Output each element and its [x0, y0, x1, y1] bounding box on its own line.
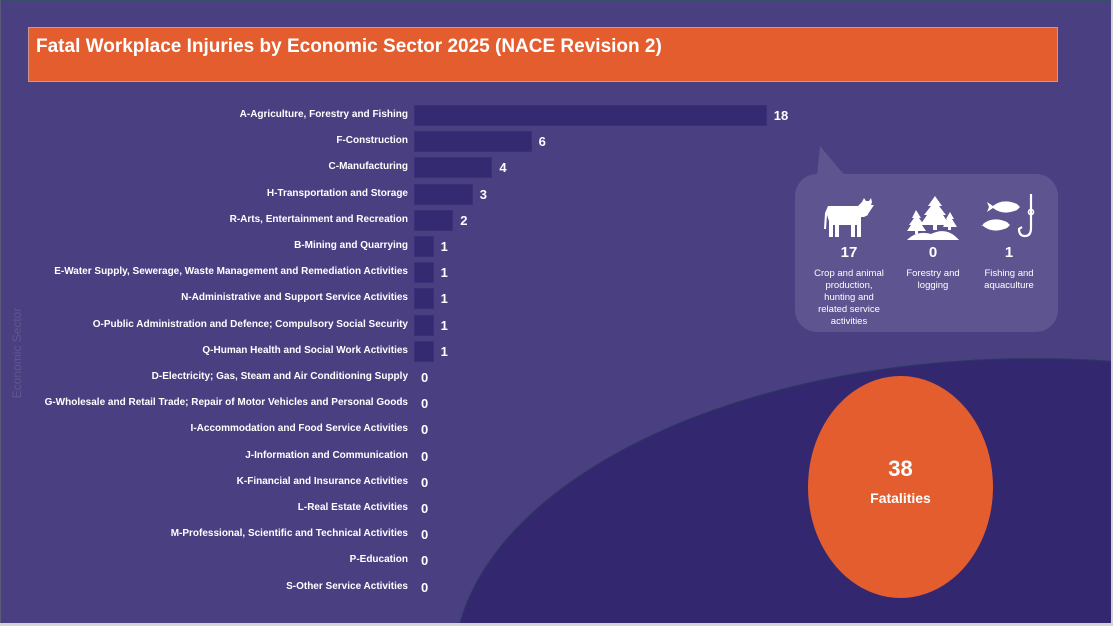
bar-row: P-Education 0	[1, 550, 801, 572]
bar-value-label: 0	[421, 396, 429, 412]
bar-category-label: K-Financial and Insurance Activities	[236, 475, 408, 487]
bar-row: H-Transportation and Storage 3	[1, 183, 801, 206]
bar-value-label: 0	[421, 553, 429, 569]
bar-category-label: P-Education	[349, 554, 408, 566]
stat-label: Fishing and aquaculture	[984, 268, 1034, 291]
trees-icon	[893, 194, 973, 240]
bar-value-label: 18	[773, 108, 789, 123]
bar-category-label: J-Information and Communication	[245, 449, 408, 461]
bar-value-label: 0	[421, 527, 429, 543]
bar-category-label: E-Water Supply, Sewerage, Waste Manageme…	[54, 266, 408, 278]
bar-value-label: 0	[421, 579, 429, 595]
page-title: Fatal Workplace Injuries by Economic Sec…	[36, 36, 662, 57]
cow-icon	[809, 194, 889, 240]
total-label: Fatalities	[870, 490, 931, 506]
stat-value: 0	[928, 244, 938, 261]
bar-category-label: N-Administrative and Support Service Act…	[181, 292, 408, 304]
bar-value-label: 0	[421, 422, 429, 438]
bar[interactable]	[414, 131, 532, 153]
bar-row: F-Construction 6	[1, 131, 801, 153]
stat-value: 17	[840, 244, 858, 261]
bar-category-label: G-Wholesale and Retail Trade; Repair of …	[44, 397, 408, 409]
bar-value-label: 3	[479, 186, 488, 202]
bar[interactable]	[414, 314, 434, 336]
bar-value-label: 0	[421, 448, 429, 464]
bar-row: S-Other Service Activities 0	[1, 577, 801, 599]
bar-category-label: F-Construction	[336, 135, 408, 147]
bar[interactable]	[414, 340, 434, 362]
bar-row: N-Administrative and Support Service Act…	[1, 288, 801, 310]
bar[interactable]	[414, 105, 767, 126]
bar-row: G-Wholesale and Retail Trade; Repair of …	[1, 393, 801, 415]
bar-category-label: H-Transportation and Storage	[266, 187, 408, 199]
bar[interactable]	[414, 288, 434, 310]
bar-row: M-Professional, Scientific and Technical…	[1, 524, 801, 546]
bar-row: O-Public Administration and Defence; Com…	[1, 314, 801, 337]
fish-hook-icon	[969, 194, 1049, 240]
bar-value-label: 0	[421, 474, 429, 490]
bar[interactable]	[414, 209, 454, 231]
bar-row: K-Financial and Insurance Activities 0	[1, 472, 801, 494]
agriculture-breakdown-callout	[795, 174, 1058, 332]
stat-value: 1	[1004, 244, 1014, 261]
bar-value-label: 1	[440, 291, 448, 307]
bar-value-label: 0	[421, 370, 429, 385]
bar-row: E-Water Supply, Sewerage, Waste Manageme…	[1, 262, 801, 284]
bar-row: Q-Human Health and Social Work Activitie…	[1, 340, 801, 363]
bar-category-label: B-Mining and Quarrying	[294, 240, 408, 251]
bar-value-label: 1	[440, 317, 448, 333]
bar-category-label: Q-Human Health and Social Work Activitie…	[202, 344, 408, 356]
bar-row: A-Agriculture, Forestry and Fishing 18	[1, 105, 801, 127]
bar-value-label: 6	[538, 134, 546, 150]
bar-row: L-Real Estate Activities 0	[1, 498, 801, 520]
bar-value-label: 0	[421, 501, 429, 516]
bar-row: B-Mining and Quarrying 1	[1, 236, 801, 258]
stat-label: Forestry and logging	[906, 268, 960, 291]
stat-fishing: 1 Fishing and aquaculture	[969, 194, 1049, 292]
bar-row: I-Accommodation and Food Service Activit…	[1, 419, 801, 441]
stat-label: Crop and animal production, hunting and …	[814, 268, 884, 327]
bar-category-label: O-Public Administration and Defence; Com…	[92, 318, 408, 330]
bar-value-label: 2	[460, 212, 468, 228]
bar[interactable]	[414, 157, 493, 179]
bar-value-label: 1	[440, 239, 448, 254]
bar-row: C-Manufacturing 4	[1, 157, 801, 179]
bar-category-label: C-Manufacturing	[328, 161, 408, 173]
bar-category-label: S-Other Service Activities	[286, 580, 408, 592]
bar-row: D-Electricity; Gas, Steam and Air Condit…	[1, 367, 801, 389]
bar-category-label: A-Agriculture, Forestry and Fishing	[239, 109, 408, 120]
total-fatalities-circle: 38 Fatalities	[808, 376, 993, 598]
bar[interactable]	[414, 183, 473, 205]
bar-value-label: 1	[440, 343, 448, 359]
bar-category-label: L-Real Estate Activities	[297, 502, 408, 513]
total-value: 38	[888, 456, 913, 481]
bar-value-label: 4	[499, 160, 507, 176]
bar-row: J-Information and Communication 0	[1, 446, 801, 468]
bar-value-label: 1	[440, 265, 448, 281]
stat-forestry: 0 Forestry and logging	[893, 194, 973, 292]
stat-crop-animal: 17 Crop and animal production, hunting a…	[809, 194, 889, 328]
title-banner: Fatal Workplace Injuries by Economic Sec…	[28, 27, 1058, 82]
bar[interactable]	[414, 236, 434, 257]
bar[interactable]	[414, 262, 434, 284]
bar-category-label: M-Professional, Scientific and Technical…	[170, 528, 408, 540]
bar-category-label: R-Arts, Entertainment and Recreation	[229, 213, 408, 225]
bar-category-label: I-Accommodation and Food Service Activit…	[190, 423, 408, 435]
bar-row: R-Arts, Entertainment and Recreation 2	[1, 209, 801, 232]
bar-category-label: D-Electricity; Gas, Steam and Air Condit…	[151, 371, 408, 382]
